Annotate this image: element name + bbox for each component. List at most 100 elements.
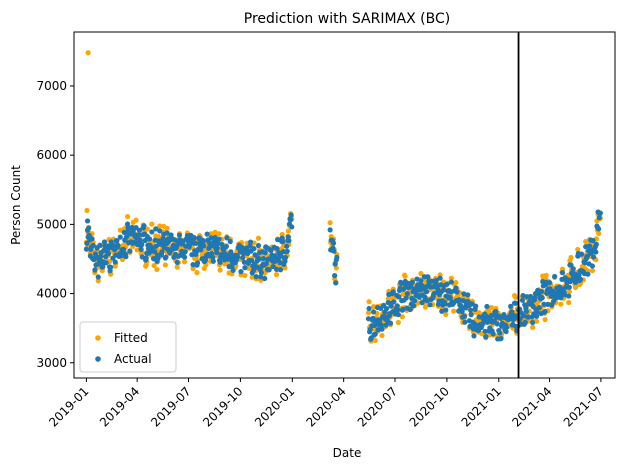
actual-point: [123, 254, 129, 260]
fitted-point: [365, 310, 372, 316]
actual-point: [375, 327, 381, 333]
actual-point: [562, 292, 568, 298]
fitted-point: [379, 332, 385, 339]
actual-point: [461, 313, 467, 319]
fitted-point: [542, 316, 548, 323]
fitted-point: [279, 231, 285, 238]
actual-point: [105, 251, 112, 257]
actual-point: [418, 278, 424, 284]
fitted-point: [448, 275, 455, 281]
actual-point: [262, 275, 268, 282]
x-tick-label: 2021-01: [459, 384, 504, 429]
actual-point: [404, 291, 411, 297]
fitted-point: [451, 308, 457, 314]
actual-point: [277, 260, 283, 266]
actual-point: [251, 245, 257, 252]
actual-point: [112, 259, 118, 265]
actual-point: [97, 254, 104, 260]
actual-point: [86, 225, 92, 231]
actual-point: [103, 260, 109, 266]
actual-point: [282, 254, 289, 261]
actual-point: [214, 249, 220, 256]
actual-point: [143, 255, 149, 261]
fitted-point: [558, 301, 564, 307]
actual-point: [141, 223, 147, 229]
actual-point: [377, 317, 383, 324]
legend: Fitted Actual: [79, 321, 177, 373]
actual-point: [208, 235, 214, 241]
fitted-point: [151, 262, 157, 269]
actual-point: [97, 242, 103, 248]
x-tick-label: 2020-07: [355, 384, 400, 429]
fitted-point: [255, 235, 262, 241]
fitted-point: [596, 230, 602, 237]
actual-point: [84, 240, 90, 246]
actual-point: [462, 319, 468, 325]
actual-point: [409, 279, 416, 285]
actual-point: [476, 314, 482, 320]
actual-point: [521, 313, 527, 319]
actual-point: [210, 254, 216, 261]
actual-point: [508, 303, 514, 309]
fitted-point: [85, 50, 91, 56]
fitted-point: [144, 226, 150, 232]
actual-point: [589, 263, 596, 269]
actual-point: [142, 237, 148, 244]
actual-point: [167, 250, 173, 256]
actual-point: [424, 298, 430, 304]
actual-point: [504, 324, 510, 330]
actual-point: [217, 259, 223, 265]
actual-point: [366, 305, 372, 312]
actual-point: [238, 269, 244, 275]
actual-point: [440, 287, 447, 293]
actual-point: [117, 234, 123, 240]
actual-point: [579, 251, 585, 257]
actual-point: [458, 304, 465, 310]
x-tick-label: 2019-07: [148, 384, 193, 429]
actual-point: [585, 271, 591, 277]
fitted-point: [208, 231, 214, 237]
fitted-point: [559, 266, 566, 272]
actual-point: [247, 239, 254, 245]
actual-point: [159, 249, 165, 255]
fitted-point: [95, 278, 101, 284]
actual-point: [171, 237, 178, 243]
actual-point: [163, 254, 169, 260]
actual-point: [192, 240, 198, 246]
fitted-point: [157, 223, 163, 229]
fitted-point: [566, 299, 572, 306]
actual-point: [473, 303, 479, 309]
actual-point: [484, 303, 490, 310]
actual-point: [454, 289, 460, 295]
actual-point: [577, 276, 584, 282]
fitted-point: [533, 318, 540, 324]
x-axis: 2019-01 2019-04 2019-07 2019-10 2020-01 2020-…: [46, 378, 606, 430]
actual-point: [266, 267, 272, 273]
actual-point: [546, 280, 553, 286]
actual-point: [523, 308, 530, 315]
actual-point: [372, 331, 378, 337]
actual-point: [391, 299, 397, 305]
actual-point: [114, 238, 120, 244]
actual-point: [200, 238, 206, 245]
actual-point: [224, 235, 230, 241]
actual-point: [493, 308, 499, 315]
actual-point: [255, 242, 262, 249]
fitted-point: [453, 279, 459, 286]
fitted-point: [273, 272, 280, 278]
fitted-point: [488, 305, 495, 311]
y-tick-label: 5000: [36, 217, 67, 231]
chart-title: Prediction with SARIMAX (BC): [244, 11, 451, 27]
actual-point: [497, 330, 503, 336]
actual-point: [258, 270, 264, 276]
x-axis-label: Date: [333, 446, 362, 460]
actual-point: [530, 319, 536, 326]
y-tick-label: 7000: [36, 79, 67, 93]
x-tick-label: 2020-04: [303, 384, 348, 429]
actual-point: [396, 294, 402, 300]
actual-point: [137, 237, 143, 243]
y-axis-label: Person Count: [9, 165, 23, 245]
fitted-point: [174, 264, 180, 270]
fitted-point: [575, 246, 581, 253]
actual-point: [459, 309, 465, 315]
